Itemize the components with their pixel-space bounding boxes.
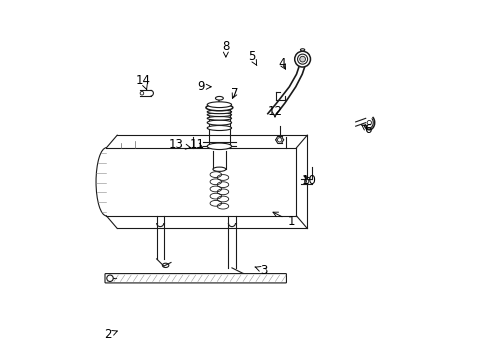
Ellipse shape [207, 117, 231, 120]
Text: 8: 8 [222, 40, 229, 57]
Ellipse shape [207, 126, 231, 131]
Circle shape [299, 56, 305, 62]
Text: 9: 9 [197, 80, 211, 93]
Circle shape [277, 138, 281, 142]
Circle shape [106, 275, 113, 282]
Text: 10: 10 [301, 174, 316, 187]
Ellipse shape [212, 167, 225, 171]
Text: 11: 11 [189, 138, 204, 151]
Text: 14: 14 [136, 74, 151, 90]
Ellipse shape [207, 102, 231, 108]
Circle shape [366, 121, 371, 125]
Circle shape [297, 54, 307, 64]
Ellipse shape [300, 49, 304, 51]
Text: 3: 3 [255, 264, 267, 277]
Text: 6: 6 [361, 123, 371, 136]
Text: 12: 12 [267, 105, 282, 118]
FancyBboxPatch shape [105, 274, 286, 283]
Text: 4: 4 [278, 57, 285, 70]
Circle shape [140, 91, 143, 95]
Ellipse shape [207, 143, 231, 149]
Ellipse shape [207, 120, 231, 125]
Ellipse shape [207, 110, 231, 114]
Ellipse shape [215, 96, 223, 100]
Text: 1: 1 [272, 212, 294, 228]
Circle shape [304, 179, 308, 184]
Circle shape [294, 51, 310, 67]
Text: 5: 5 [247, 50, 256, 66]
Text: 2: 2 [103, 328, 117, 341]
Ellipse shape [207, 113, 231, 117]
Ellipse shape [205, 104, 232, 111]
Text: 13: 13 [168, 138, 190, 151]
Text: 7: 7 [230, 87, 238, 100]
